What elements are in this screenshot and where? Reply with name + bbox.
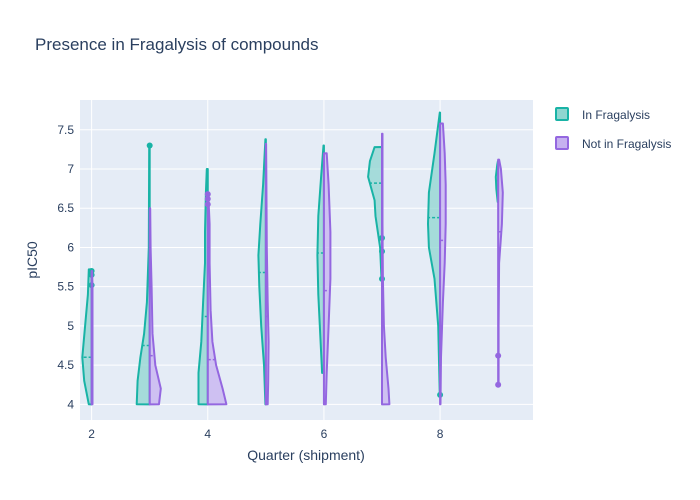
outlier-point[interactable] [495,381,502,388]
violin-in-fragalysis-q6[interactable] [316,144,325,374]
outlier-point[interactable] [204,191,211,198]
violin-not-in-fragalysis-q4[interactable] [204,191,228,406]
x-tick-label: 6 [321,427,328,441]
legend-item-in-fragalysis[interactable]: In Fragalysis [555,107,650,122]
violin-not-in-fragalysis-q5[interactable] [264,142,270,406]
y-tick-label: 6.5 [57,201,74,215]
violin-body [381,132,391,406]
x-tick-label: 2 [88,427,95,441]
violin-not-in-fragalysis-q7[interactable] [381,132,391,406]
violin-not-in-fragalysis-q3[interactable] [148,207,162,406]
violin-not-in-fragalysis-q8[interactable] [439,122,447,406]
y-axis-title: pIC50 [24,241,40,279]
y-tick-label: 4 [67,397,74,411]
y-tick-label: 7 [67,162,74,176]
violin-body [264,142,270,406]
violin-body [316,144,325,374]
y-tick-label: 7.5 [57,123,74,137]
violin-not-in-fragalysis-q9[interactable] [495,158,504,388]
x-tick-label: 8 [437,427,444,441]
legend-item-not-in-fragalysis[interactable]: Not in Fragalysis [555,136,671,151]
x-tick-label: 4 [204,427,211,441]
legend-swatch-in-fragalysis [555,107,569,121]
legend: In Fragalysis Not in Fragalysis [555,107,671,151]
violin-in-fragalysis-q5[interactable] [257,138,267,406]
violin-not-in-fragalysis-q6[interactable] [322,152,332,406]
legend-label-not-in-fragalysis: Not in Fragalysis [582,137,671,151]
outlier-point[interactable] [204,195,211,202]
violin-body [322,152,332,406]
y-tick-label: 5.5 [57,280,74,294]
x-axis-title: Quarter (shipment) [247,447,364,463]
violin-body [367,146,383,280]
y-tick-label: 4.5 [57,358,74,372]
outlier-point[interactable] [146,142,153,149]
y-tick-labels: 4 4.5 5 5.5 6 6.5 7 7.5 [57,123,74,412]
x-tick-labels: 2 4 6 8 [88,427,443,441]
violin-not-in-fragalysis-q2[interactable] [90,269,94,406]
violin-body [90,269,94,406]
y-tick-label: 6 [67,240,74,254]
violin-in-fragalysis-q3[interactable] [135,142,153,406]
violin-body [197,168,209,406]
outlier-point[interactable] [495,352,502,359]
legend-swatch-not-in-fragalysis [555,136,569,150]
outlier-point[interactable] [204,201,211,208]
violin-body [439,122,447,406]
chart-title: Presence in Fragalysis of compounds [35,35,318,54]
violin-body [427,111,442,398]
y-tick-label: 5 [67,319,74,333]
legend-label-in-fragalysis: In Fragalysis [582,108,650,122]
violin-body [257,138,267,406]
violins [81,111,504,406]
